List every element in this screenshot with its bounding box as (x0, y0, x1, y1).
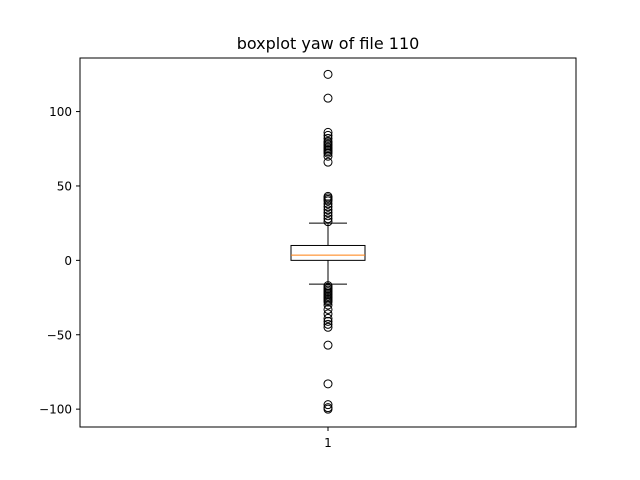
outlier-point (323, 300, 333, 310)
y-tick-label: 50 (57, 179, 72, 193)
outlier-point (323, 404, 333, 414)
outlier-point (323, 309, 333, 319)
outlier-point (323, 340, 333, 350)
y-tick-label: −50 (47, 328, 72, 342)
outlier-point (323, 297, 333, 307)
outlier-point (323, 217, 333, 227)
outlier-point (323, 211, 333, 221)
outlier-point (323, 133, 333, 143)
y-tick-label: −100 (39, 403, 72, 417)
outlier-point (323, 322, 333, 332)
outlier-point (323, 127, 333, 137)
outlier-point (323, 313, 333, 323)
y-tick-label: 0 (64, 254, 72, 268)
x-axis: 1 (324, 427, 332, 450)
outlier-point (323, 316, 333, 326)
outlier-point (323, 157, 333, 167)
outlier-group (323, 69, 333, 414)
outlier-point (323, 199, 333, 209)
outlier-point (323, 304, 333, 314)
outlier-point (323, 148, 333, 158)
outlier-point (323, 93, 333, 103)
x-tick-label: 1 (324, 436, 332, 450)
y-tick-label: 100 (49, 105, 72, 119)
y-axis: −100 −50 0 50 100 (39, 105, 80, 417)
outlier-point (323, 130, 333, 140)
outlier-point (323, 319, 333, 329)
outlier-point (323, 69, 333, 79)
outlier-point (323, 151, 333, 161)
outlier-point (323, 400, 333, 410)
box (290, 244, 366, 261)
outlier-point (323, 202, 333, 212)
box-group (290, 222, 366, 285)
outlier-point (323, 196, 333, 206)
outlier-point (323, 208, 333, 218)
outlier-point (323, 379, 333, 389)
chart-title: boxplot yaw of file 110 (237, 34, 420, 53)
outlier-point (323, 205, 333, 215)
outlier-point (323, 214, 333, 224)
